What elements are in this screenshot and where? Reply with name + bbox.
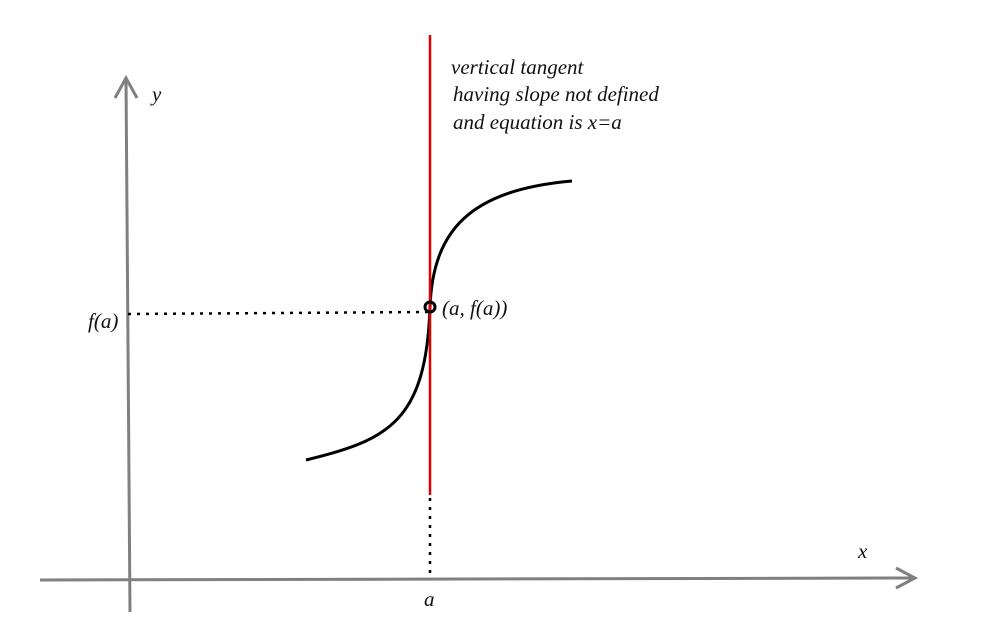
y-axis-arrow (113, 74, 139, 99)
point (423, 300, 437, 314)
annotation-line: and equation is x=a (453, 110, 622, 134)
annotation-line: vertical tangent (451, 55, 585, 79)
point-label: (a, f(a)) (442, 296, 507, 320)
y-axis (124, 79, 132, 613)
x-axis (39, 576, 915, 582)
y-axis-label: y (150, 82, 162, 106)
annotation-line: having slope not defined (453, 82, 659, 106)
a-label: a (424, 587, 435, 611)
x-axis-arrow (895, 566, 919, 590)
x-axis-label: x (857, 539, 868, 563)
fa-label: f(a) (88, 309, 118, 333)
